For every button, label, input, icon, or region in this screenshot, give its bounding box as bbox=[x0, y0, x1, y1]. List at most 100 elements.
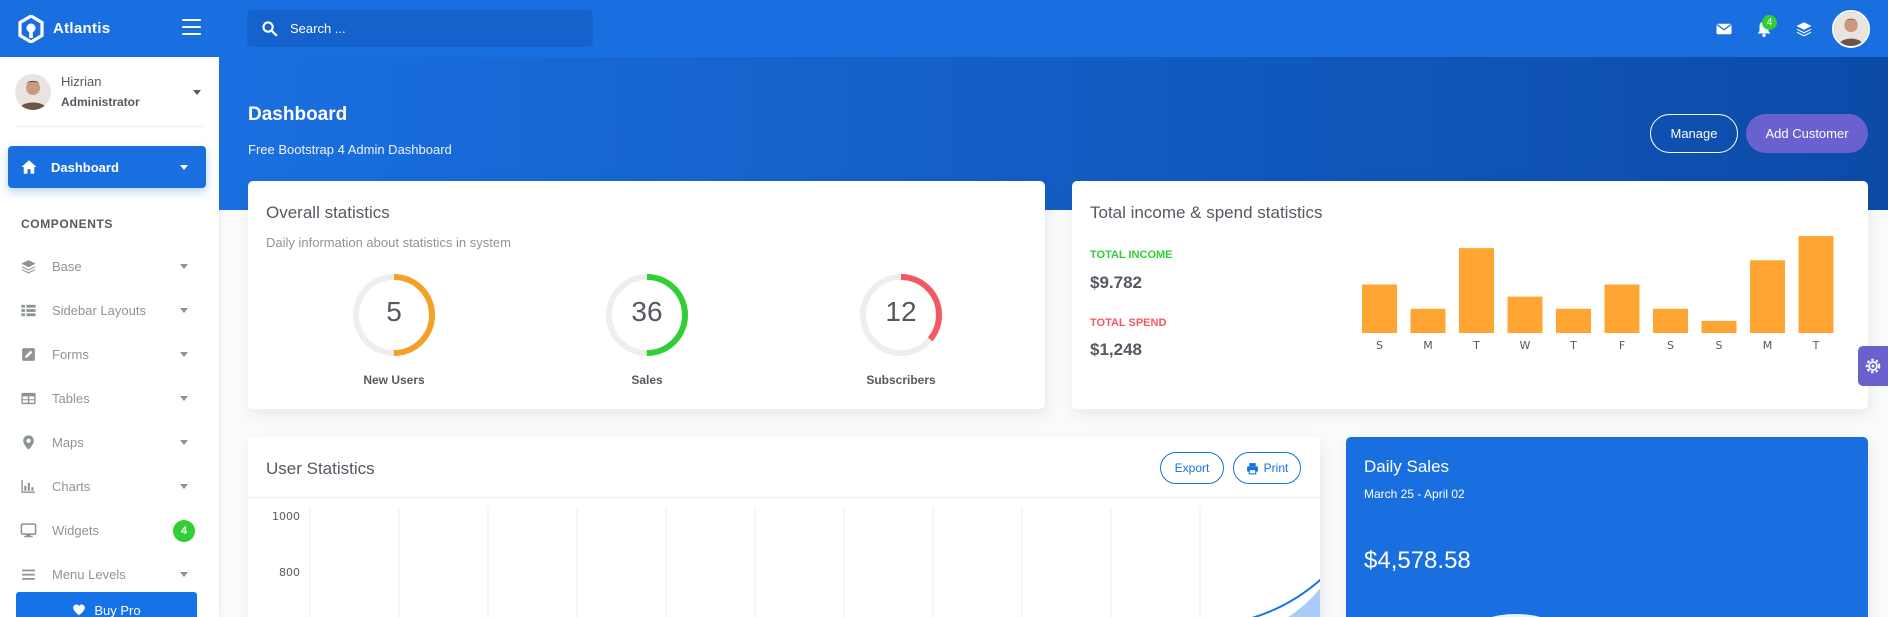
brand-name[interactable]: Atlantis bbox=[53, 20, 111, 37]
y-tick-label: 1000 bbox=[272, 510, 300, 523]
progress-ring bbox=[353, 274, 435, 356]
total-spend-value: $1,248 bbox=[1090, 340, 1142, 359]
sidebar-item-widgets[interactable]: Widgets 4 bbox=[0, 508, 219, 552]
manage-button[interactable]: Manage bbox=[1650, 114, 1738, 153]
stat-value: 36 bbox=[631, 296, 663, 327]
gear-icon bbox=[1865, 358, 1881, 374]
progress-ring-fill bbox=[606, 274, 688, 356]
stat-value: 12 bbox=[885, 296, 917, 327]
sidebar-user[interactable]: Hizrian Administrator bbox=[15, 57, 204, 127]
progress-ring-fill bbox=[353, 274, 435, 356]
print-button[interactable]: Print bbox=[1233, 452, 1301, 484]
layers-icon bbox=[21, 259, 36, 273]
pen-square-icon bbox=[22, 347, 35, 361]
chevron-down-icon bbox=[180, 164, 188, 170]
home-icon bbox=[21, 160, 37, 174]
desktop-icon bbox=[20, 522, 37, 537]
sidebar-item-menu-levels[interactable]: Menu Levels bbox=[0, 552, 219, 596]
widgets-count-badge: 4 bbox=[173, 520, 195, 542]
area-series-line bbox=[1251, 578, 1320, 617]
print-icon bbox=[1246, 462, 1258, 474]
heart-icon bbox=[73, 604, 86, 616]
add-customer-button[interactable]: Add Customer bbox=[1746, 114, 1868, 153]
layers-icon bbox=[1796, 21, 1812, 36]
x-tick-label: S bbox=[1667, 339, 1674, 352]
user-avatar bbox=[15, 73, 51, 110]
sidebar-item-base[interactable]: Base bbox=[0, 244, 219, 288]
card-title: User Statistics bbox=[266, 459, 375, 478]
sidebar-item-label: Menu Levels bbox=[52, 566, 126, 582]
sidebar-toggle-menu-icon[interactable] bbox=[182, 19, 201, 35]
stat-circle-new-users: 5 New Users bbox=[351, 272, 437, 387]
profile-avatar[interactable] bbox=[1832, 9, 1870, 48]
area-series bbox=[1288, 588, 1320, 617]
chevron-down-icon bbox=[180, 484, 188, 489]
bar-9 bbox=[1798, 236, 1834, 333]
messages-button[interactable] bbox=[1704, 9, 1744, 49]
x-tick-label: M bbox=[1423, 339, 1433, 352]
export-label: Export bbox=[1174, 461, 1210, 475]
sidebar-item-charts[interactable]: Charts bbox=[0, 464, 219, 508]
card-title: Total income & spend statistics bbox=[1090, 203, 1323, 222]
daily-sales-amount: $4,578.58 bbox=[1364, 547, 1471, 574]
income-spend-card: Total income & spend statistics TOTAL IN… bbox=[1072, 181, 1868, 409]
stat-label: Sales bbox=[631, 373, 663, 387]
chevron-down-icon bbox=[180, 396, 188, 401]
sidebar-item-label: Sidebar Layouts bbox=[52, 302, 146, 318]
overall-statistics-card: Overall statistics Daily information abo… bbox=[248, 181, 1045, 409]
bar-8 bbox=[1750, 260, 1785, 333]
chevron-down-icon bbox=[180, 264, 188, 269]
x-tick-label: S bbox=[1376, 339, 1383, 352]
search-icon[interactable] bbox=[261, 20, 278, 37]
user-statistics-area-chart: 1000 800 bbox=[272, 507, 1320, 617]
bar-4 bbox=[1556, 308, 1591, 333]
user-name: Hizrian bbox=[61, 74, 102, 89]
stat-label: New Users bbox=[363, 373, 425, 387]
sidebar-item-label: Maps bbox=[52, 434, 84, 450]
card-subtitle: Daily information about statistics in sy… bbox=[266, 235, 511, 250]
x-tick-label: T bbox=[1472, 339, 1480, 352]
export-button[interactable]: Export bbox=[1160, 452, 1224, 484]
settings-toggle-button[interactable] bbox=[1858, 346, 1888, 386]
sidebar-section-title: COMPONENTS bbox=[21, 217, 114, 231]
top-navbar: 4 bbox=[219, 0, 1888, 57]
notifications-button[interactable]: 4 bbox=[1744, 9, 1784, 49]
card-divider bbox=[248, 497, 1320, 498]
total-income-label: TOTAL INCOME bbox=[1090, 249, 1173, 261]
navbar-actions: 4 bbox=[1704, 0, 1870, 57]
stat-circle-subscribers: 12 Subscribers bbox=[858, 272, 944, 387]
x-tick-label: T bbox=[1569, 339, 1577, 352]
notification-count-badge: 4 bbox=[1762, 14, 1777, 30]
chevron-down-icon bbox=[180, 308, 188, 313]
buy-pro-label: Buy Pro bbox=[94, 602, 141, 617]
sidebar-item-label: Widgets bbox=[52, 522, 99, 538]
chevron-down-icon[interactable] bbox=[193, 90, 201, 95]
logo-header: Atlantis bbox=[0, 0, 219, 57]
sidebar-item-label: Dashboard bbox=[51, 159, 119, 175]
sidebar-item-label: Charts bbox=[52, 478, 91, 494]
envelope-icon bbox=[1716, 23, 1732, 34]
avatar-image bbox=[15, 73, 51, 110]
sidebar-item-sidebar-layouts[interactable]: Sidebar Layouts bbox=[0, 288, 219, 332]
sidebar-item-tables[interactable]: Tables bbox=[0, 376, 219, 420]
sidebar-item-maps[interactable]: Maps bbox=[0, 420, 219, 464]
total-spend-label: TOTAL SPEND bbox=[1090, 317, 1167, 329]
total-income-value: $9.782 bbox=[1090, 273, 1142, 292]
progress-ring bbox=[606, 274, 688, 356]
stat-circle-sales: 36 Sales bbox=[604, 272, 690, 387]
search-input[interactable] bbox=[290, 21, 570, 36]
stat-value: 5 bbox=[386, 296, 402, 327]
y-tick-label: 800 bbox=[279, 566, 300, 579]
print-label: Print bbox=[1263, 461, 1289, 475]
buy-pro-button[interactable]: Buy Pro bbox=[16, 592, 197, 617]
quick-actions-button[interactable] bbox=[1784, 9, 1824, 49]
progress-ring bbox=[860, 274, 942, 356]
th-list-icon bbox=[21, 304, 36, 316]
sidebar-item-dashboard[interactable]: Dashboard bbox=[8, 146, 206, 188]
stat-label: Subscribers bbox=[866, 373, 936, 387]
chevron-down-icon bbox=[180, 572, 188, 577]
x-tick-label: S bbox=[1716, 339, 1723, 352]
sidebar-item-forms[interactable]: Forms bbox=[0, 332, 219, 376]
bar-0 bbox=[1362, 284, 1397, 333]
